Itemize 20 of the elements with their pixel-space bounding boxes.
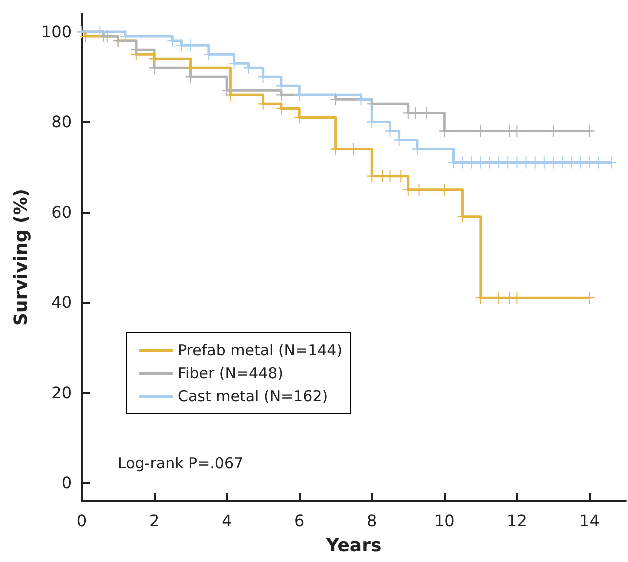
x-tick-label: 0 [76,512,88,530]
x-tick-label: 2 [149,512,160,530]
x-tick-label: 6 [294,512,305,530]
x-tick-label: 12 [507,512,528,530]
x-tick-label: 10 [434,512,455,530]
y-axis-title: Surviving (%) [11,189,32,326]
y-tick-label: 60 [52,202,72,222]
y-tick-label: 80 [52,112,72,132]
legend-label: Prefab metal (N=144) [178,342,343,360]
legend-label: Fiber (N=448) [178,364,284,382]
x-tick-label: 4 [222,512,232,530]
y-tick-label: 20 [52,383,72,402]
annotation: Log-rank P=.067 [118,454,244,472]
y-tick-label: 100 [41,22,72,42]
x-axis-title: Years [325,536,382,556]
y-tick-label: 0 [62,473,72,492]
x-tick-label: 14 [580,512,600,530]
legend-label: Cast metal (N=162) [178,388,328,406]
x-tick-label: 8 [367,512,378,530]
y-tick-label: 40 [52,293,72,312]
